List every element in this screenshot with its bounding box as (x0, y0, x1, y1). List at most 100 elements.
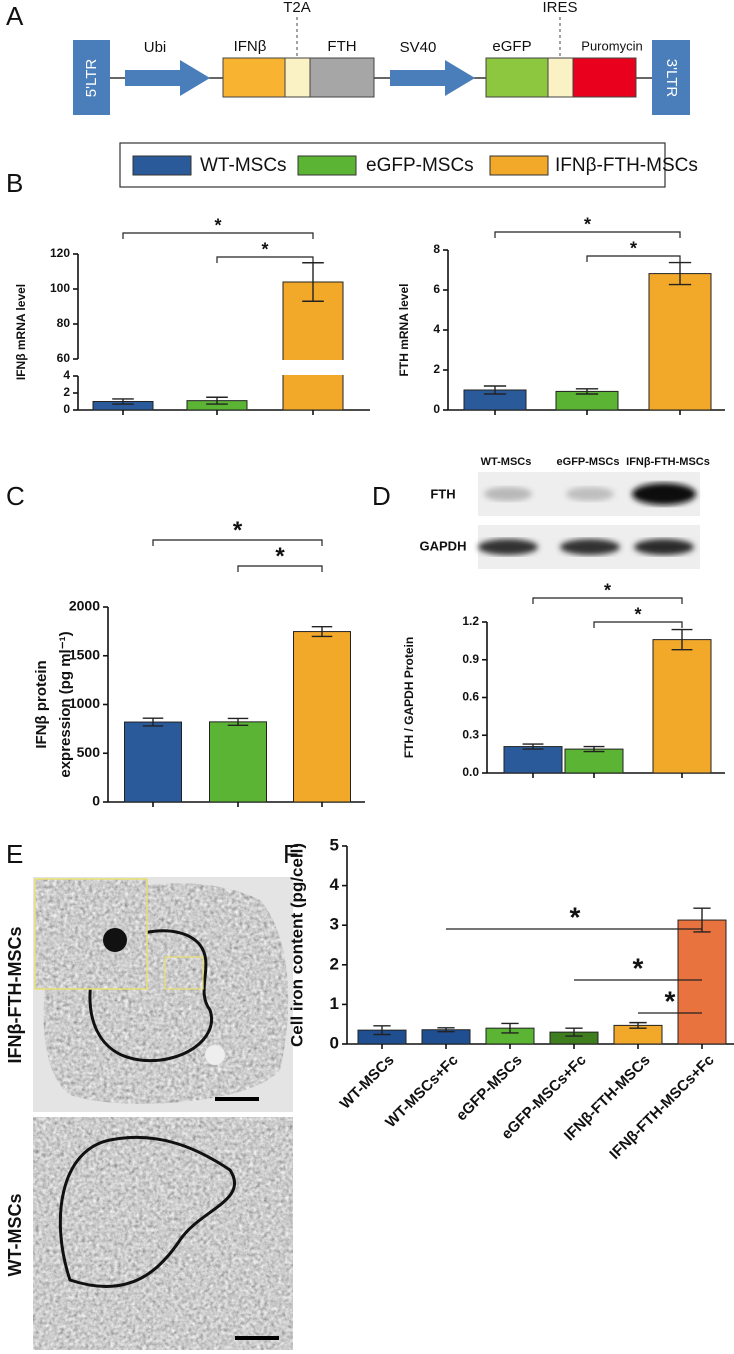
significance-bracket (586, 255, 681, 262)
blot-band (560, 539, 620, 555)
gene-box (309, 57, 375, 98)
construct-label: eGFP (492, 38, 531, 55)
error-bar (668, 261, 692, 286)
construct-label: Puromycin (581, 38, 642, 53)
significance-label: * (214, 215, 221, 235)
y-tick-label: 0.3 (462, 727, 479, 741)
significance-bracket (237, 565, 323, 572)
promoter-arrow (125, 60, 210, 96)
construct-label: IRES (542, 0, 577, 16)
error-bar (373, 1025, 391, 1036)
y-tick-label: 0 (433, 402, 440, 416)
bar (293, 631, 351, 803)
error-bar (142, 717, 164, 727)
panel-label: C (6, 481, 25, 511)
y-tick-label: 4 (63, 368, 70, 382)
y-tick-label: 60 (57, 351, 71, 365)
significance-label: * (570, 902, 581, 933)
gene-box (485, 57, 549, 98)
significance-label: * (584, 214, 591, 234)
bar (652, 639, 712, 774)
blot-column-label: WT-MSCs (481, 456, 532, 468)
significance-bracket (216, 256, 314, 263)
micrograph (33, 1117, 293, 1350)
y-tick-label: 2000 (69, 598, 100, 614)
vacuole (205, 1045, 225, 1065)
construct-label: T2A (283, 0, 311, 16)
linker-box (547, 57, 574, 98)
bar (209, 721, 267, 803)
error-bar (501, 1022, 519, 1034)
y-tick-label: 5 (330, 835, 339, 854)
nucleus-outline (88, 929, 214, 1063)
legend-label: IFNβ-FTH-MSCs (555, 155, 698, 176)
significance-bracket (494, 231, 681, 238)
y-tick-label: 1000 (69, 695, 100, 711)
legend: WT-MSCs eGFP-MSCs IFNβ-FTH-MSCs (132, 155, 698, 176)
axis-break-gap (282, 360, 344, 375)
iron-deposit (103, 928, 127, 952)
y-tick-label: 4 (433, 322, 440, 336)
legend-label: eGFP-MSCs (366, 155, 474, 176)
significance-bracket (152, 539, 323, 546)
y-axis-label: IFNβ protein (33, 660, 50, 748)
significance-label: * (604, 580, 611, 600)
panel-label: D (372, 481, 391, 511)
y-tick-label: 8 (433, 242, 440, 256)
bar (282, 281, 344, 411)
blot-row-label: FTH (430, 486, 455, 501)
x-tick-label: WT-MSCs (337, 1052, 398, 1113)
linker-box (284, 57, 311, 98)
y-axis-label: IFNβ mRNA level (14, 284, 28, 380)
error-bar (112, 398, 134, 405)
micrograph-label: WT-MSCs (5, 1194, 25, 1277)
significance-label: * (233, 517, 243, 544)
y-axis-label: expression (pg ml⁻¹) (57, 631, 74, 777)
y-axis-label: FTH / GAPDH Protein (402, 637, 416, 758)
blot-column-label: eGFP-MSCs (557, 456, 620, 468)
bar (503, 746, 563, 774)
bar (677, 919, 727, 1045)
blot-band (566, 487, 614, 501)
y-tick-label: 0 (330, 1033, 339, 1052)
significance-label: * (261, 239, 268, 259)
y-tick-label: 1500 (69, 646, 100, 662)
significance-label: * (633, 953, 644, 984)
y-tick-label: 80 (57, 316, 71, 330)
blot-band (634, 539, 694, 555)
blot-column-label: IFNβ-FTH-MSCs (626, 456, 710, 468)
error-bar (311, 625, 333, 638)
y-tick-label: 100 (50, 281, 70, 295)
error-bar (671, 628, 693, 651)
y-tick-label: 500 (77, 744, 101, 760)
error-bar (522, 743, 544, 750)
nucleus-outline (58, 1135, 237, 1288)
y-tick-label: 0.6 (462, 690, 479, 704)
legend-swatch (132, 155, 192, 176)
inset-marker (164, 956, 204, 990)
y-tick-label: 0.9 (462, 652, 479, 666)
error-bar (693, 907, 711, 933)
significance-bracket (532, 597, 683, 604)
y-tick-label: 6 (433, 282, 440, 296)
construct-label: SV40 (400, 39, 437, 56)
significance-label: * (275, 543, 285, 570)
y-axis-label: FTH mRNA level (397, 284, 411, 377)
significance-label: * (634, 604, 641, 624)
y-tick-label: 1 (330, 994, 339, 1013)
micrograph-inset (35, 879, 147, 989)
significance-bracket (593, 621, 683, 628)
blot-band (632, 483, 696, 505)
panel-label: B (6, 168, 23, 198)
gene-box (222, 57, 286, 98)
error-bar (575, 388, 599, 395)
legend-swatch (489, 155, 549, 176)
legend-box (119, 142, 666, 188)
y-tick-label: 2 (433, 362, 440, 376)
ltr-box (652, 40, 690, 115)
blot-band (484, 487, 532, 501)
construct-label: FTH (327, 38, 356, 55)
error-bar (206, 396, 228, 405)
y-axis-label: Cell iron content (pg/cell) (287, 843, 306, 1047)
